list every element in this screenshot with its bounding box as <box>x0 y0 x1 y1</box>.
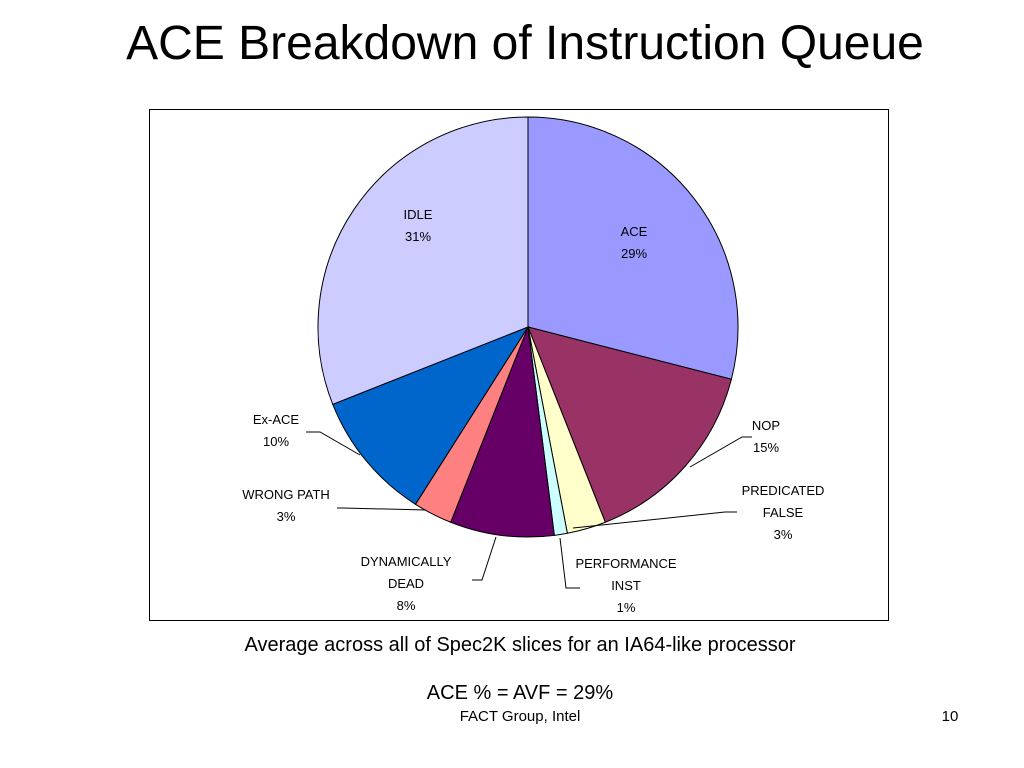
chart-caption: Average across all of Spec2K slices for … <box>244 634 796 656</box>
slice-label-predicated-false: PREDICATED FALSE 3% <box>742 483 825 542</box>
pie-slice-nop <box>527 326 733 523</box>
leader-line-predicated-false <box>572 511 737 529</box>
slice-label-performance-inst: PERFORMANCE INST 1% <box>575 556 676 615</box>
slice-label-ex-ace: Ex-ACE 10% <box>253 412 300 449</box>
leader-line-dynamically-dead <box>472 536 497 581</box>
pie-slice-ex-ace <box>332 325 530 506</box>
slice-label-idle: IDLE 31% <box>404 207 433 244</box>
pie-labels: ACE 29% NOP 15% PREDICATED FALSE 3% PERFORMANCE… <box>242 207 824 615</box>
slice-label-wrong-path: WRONG PATH 3% <box>242 487 330 524</box>
footer-source: FACT Group, Intel <box>459 708 581 725</box>
slice-label-ace: ACE 29% <box>621 224 648 261</box>
leader-line-wrong-path <box>337 507 427 511</box>
slice-label-dynamically-dead: DYNAMICALLY DEAD 8% <box>361 554 452 613</box>
pie-slice-ace <box>527 116 739 380</box>
slice-label-nop: NOP 15% <box>752 418 780 455</box>
leader-line-ex-ace <box>306 431 361 456</box>
pie-leader-lines <box>306 431 752 589</box>
page-number: 10 <box>941 708 959 725</box>
pie-slices <box>317 116 739 538</box>
leader-line-nop <box>689 436 752 468</box>
pie-slice-idle <box>317 116 529 405</box>
avf-equation: ACE % = AVF = 29% <box>426 682 614 704</box>
slide-title: ACE Breakdown of Instruction Queue <box>126 17 924 70</box>
leader-line-performance-inst <box>559 537 580 589</box>
pie-slice-dynamically-dead <box>450 326 555 538</box>
chart-frame <box>149 109 889 621</box>
